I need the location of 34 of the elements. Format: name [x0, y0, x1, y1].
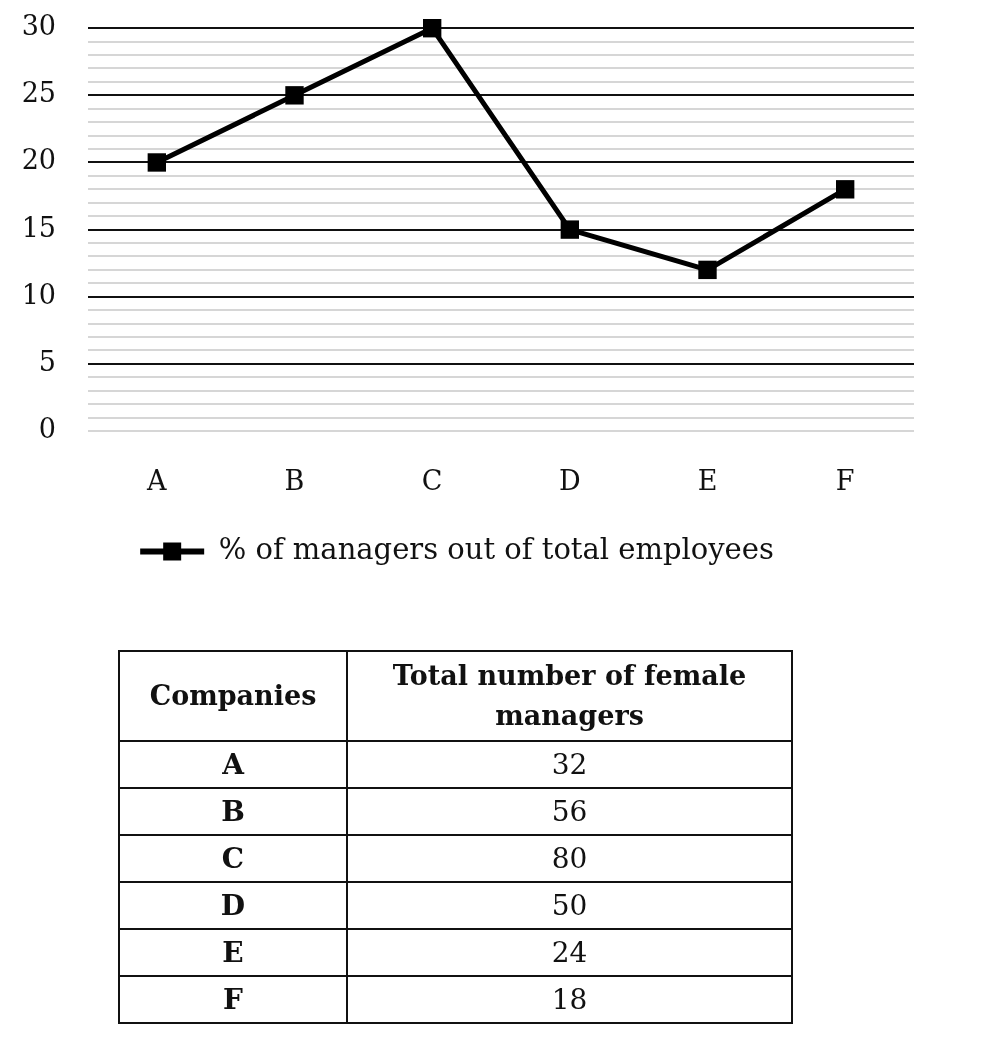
category-label: E	[119, 929, 347, 976]
x-tick-label: F	[835, 465, 855, 497]
x-tick-label: B	[284, 465, 305, 497]
category-label: F	[119, 976, 347, 1023]
y-tick-label: 25	[21, 77, 56, 109]
category-label: B	[119, 788, 347, 835]
x-tick-label: C	[421, 465, 443, 497]
legend-label: % of managers out of total employees	[218, 532, 774, 567]
x-tick-label: E	[697, 465, 718, 497]
category-label: A	[119, 741, 347, 788]
data-label: 18	[347, 976, 792, 1023]
point	[147, 153, 167, 172]
point	[835, 180, 855, 199]
point	[422, 19, 442, 38]
y-tick-label: 0	[38, 413, 56, 445]
data-label: 80	[347, 835, 792, 882]
data-label: 56	[347, 788, 792, 835]
text: Companies	[119, 651, 347, 741]
x-tick-label: A	[146, 465, 168, 497]
data-label: 50	[347, 882, 792, 929]
point	[698, 260, 717, 280]
y-tick-label: 10	[21, 278, 56, 310]
y-tick-label: 30	[21, 10, 56, 42]
category-label: D	[119, 882, 347, 929]
text: Total number of female managers	[347, 651, 792, 741]
y-tick-label: 15	[21, 211, 56, 243]
x-tick-label: D	[559, 465, 581, 497]
data-label: 32	[347, 741, 792, 788]
point	[285, 86, 304, 105]
point	[560, 220, 580, 239]
category-label: C	[119, 835, 347, 882]
y-tick-label: 5	[38, 345, 56, 377]
data-label: 24	[347, 929, 792, 976]
y-tick-label: 20	[21, 144, 56, 176]
